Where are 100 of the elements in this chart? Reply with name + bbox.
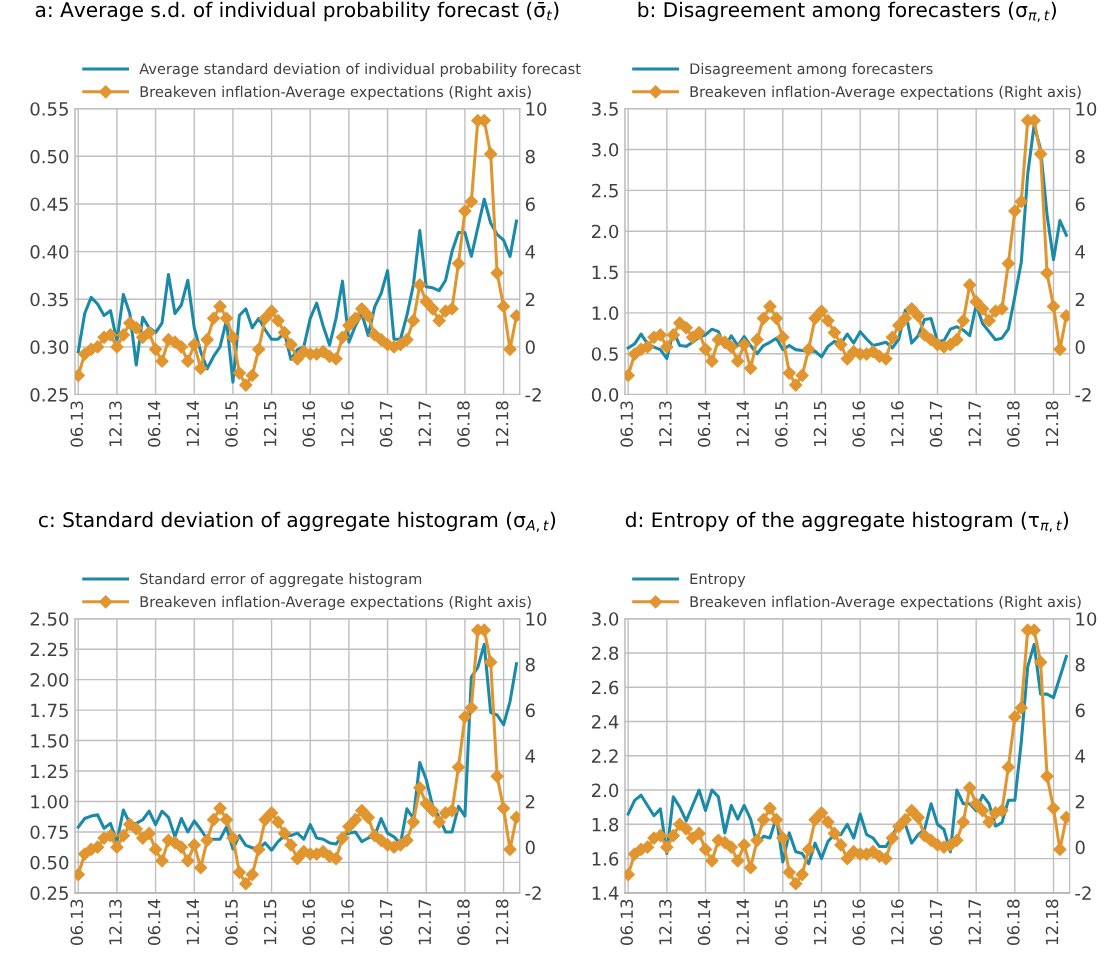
- y2-tick-label: 2: [1075, 292, 1085, 307]
- line-series: [626, 642, 1068, 866]
- y2-tick-label: -2: [1075, 388, 1091, 402]
- x-tick-label: 06.18: [457, 899, 470, 946]
- x-tick-label: 12.13: [109, 401, 122, 446]
- y2-tick-label: 8: [1075, 149, 1085, 164]
- x-tick-label: 06.13: [620, 899, 634, 946]
- legend-label: Breakeven inflation-Average expectations (Right axis): [140, 595, 531, 610]
- y-tick-label: 2.0: [592, 783, 619, 798]
- y-tick-label: 2.4: [592, 714, 619, 729]
- y2-tick-label: 2: [1075, 794, 1085, 809]
- y-tick-label: 1.00: [31, 794, 69, 809]
- chart-title: d: Entropy of the aggregate histogram (τ$_{π,t}$): [625, 511, 1069, 532]
- x-tick-label: 12.17: [968, 899, 981, 945]
- y-tick-label: 1.6: [592, 852, 619, 866]
- y-tick-label: 1.5: [592, 265, 618, 280]
- y2-tick-label: 4: [525, 749, 536, 763]
- y2-tick-label: 0: [1075, 340, 1085, 355]
- y-tick-label: 0.75: [30, 825, 68, 840]
- y2-tick-label: 10: [1076, 612, 1097, 626]
- x-tick-label: 06.18: [1007, 899, 1020, 946]
- y2-tick-label: 6: [1075, 703, 1085, 718]
- legend-label: Breakeven inflation-Average expectations (Right axis): [140, 85, 531, 100]
- y2-tick-label: 6: [1075, 197, 1085, 212]
- x-tick-label: 06.14: [697, 401, 711, 447]
- y2-tick-label: 8: [525, 149, 535, 164]
- x-tick-label: 06.17: [929, 899, 943, 946]
- y-tick-label: 3.5: [592, 102, 618, 116]
- x-tick-label: 06.16: [302, 401, 316, 447]
- x-tick-label: 12.15: [263, 899, 277, 945]
- x-tick-label: 06.13: [70, 899, 84, 946]
- y-tick-label: 1.75: [31, 703, 68, 718]
- x-tick-label: 06.14: [147, 899, 161, 946]
- y2-tick-label: 10: [526, 102, 547, 116]
- y2-tick-label: 0: [525, 340, 535, 355]
- y2-tick-label: 2: [525, 292, 535, 307]
- y-tick-label: 2.2: [592, 749, 618, 763]
- y2-tick-label: 6: [525, 197, 535, 212]
- y-tick-label: 0.50: [30, 149, 69, 164]
- y2-tick-label: 8: [1075, 657, 1085, 672]
- y2-tick-label: 4: [1075, 245, 1085, 259]
- x-tick-label: 12.14: [186, 401, 199, 446]
- x-tick-label: 06.17: [929, 401, 943, 447]
- y2-tick-label: 6: [525, 703, 535, 718]
- y-tick-label: 2.25: [30, 642, 68, 657]
- y-tick-label: 2.5: [592, 183, 618, 198]
- y-tick-label: 0.40: [30, 245, 69, 259]
- y-tick-label: 2.0: [592, 224, 619, 239]
- x-tick-label: 12.18: [495, 899, 509, 945]
- y2-tick-label: 10: [1076, 102, 1097, 116]
- y2-tick-label: 4: [525, 245, 536, 259]
- x-tick-label: 12.14: [736, 899, 749, 945]
- x-tick-label: 12.16: [891, 401, 904, 446]
- x-tick-label: 12.16: [891, 899, 904, 945]
- x-tick-label: 06.14: [697, 899, 711, 946]
- y-tick-label: 0.5: [591, 347, 618, 361]
- y-tick-label: 3.0: [592, 612, 619, 626]
- x-tick-label: 06.13: [620, 401, 634, 447]
- legend-label: Disagreement among forecasters: [690, 62, 933, 78]
- x-tick-label: 12.14: [186, 899, 199, 945]
- x-tick-label: 06.15: [225, 899, 238, 946]
- x-tick-label: 06.16: [302, 899, 316, 946]
- legend-label: Breakeven inflation-Average expectations (Right axis): [690, 595, 1081, 610]
- y-tick-label: 1.25: [31, 764, 68, 779]
- x-tick-label: 12.15: [813, 899, 827, 945]
- y-tick-label: 0.30: [30, 340, 69, 355]
- y2-tick-label: 0: [525, 840, 535, 855]
- y2-tick-label: 0: [1075, 840, 1085, 855]
- y-tick-label: 0.50: [30, 855, 69, 870]
- y2-tick-label: 2: [525, 794, 535, 809]
- y2-tick-label: 10: [526, 612, 547, 626]
- y2-tick-label: 4: [1075, 749, 1085, 763]
- line-series: [76, 197, 518, 384]
- x-tick-label: 12.17: [418, 899, 431, 945]
- y-tick-label: 0.25: [30, 388, 68, 402]
- chart-title: a: Average s.d. of individual probability forecast (σ̄$_{t}$): [35, 1, 559, 22]
- y2-tick-label: -2: [1075, 886, 1091, 900]
- y2-tick-label: -2: [525, 388, 541, 402]
- x-tick-label: 06.18: [457, 401, 470, 447]
- x-tick-label: 06.15: [775, 899, 788, 946]
- y-tick-label: 0.25: [30, 886, 68, 900]
- x-tick-label: 06.16: [852, 401, 865, 447]
- legend-label: Breakeven inflation-Average expectations (Right axis): [690, 85, 1081, 100]
- x-tick-label: 12.13: [109, 899, 122, 945]
- x-tick-label: 06.14: [147, 401, 161, 447]
- x-tick-label: 06.18: [1007, 401, 1020, 447]
- x-tick-label: 06.17: [379, 401, 393, 447]
- y2-tick-label: -2: [525, 886, 541, 900]
- x-tick-label: 06.17: [379, 899, 393, 946]
- y-tick-label: 1.4: [592, 886, 619, 900]
- y-tick-label: 0.35: [30, 292, 68, 307]
- legend-label: Average standard deviation of individual probability forecast: [139, 62, 581, 78]
- x-tick-label: 12.14: [736, 401, 749, 446]
- y-tick-label: 1.8: [592, 817, 619, 832]
- x-tick-label: 06.13: [70, 401, 84, 447]
- y-tick-label: 2.8: [592, 646, 619, 661]
- y-tick-label: 0.0: [591, 388, 619, 402]
- y-tick-label: 1.50: [31, 734, 69, 748]
- y-tick-label: 2.50: [30, 612, 69, 626]
- x-tick-label: 12.17: [968, 401, 981, 446]
